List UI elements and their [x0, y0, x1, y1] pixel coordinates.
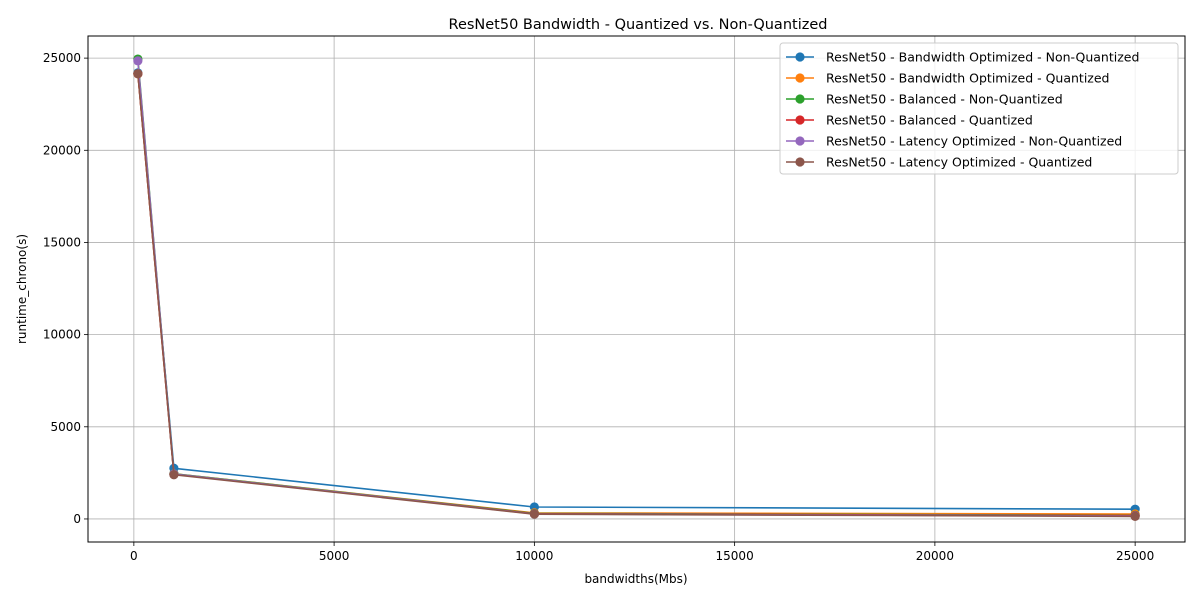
series-line — [137, 73, 1136, 518]
y-axis: 0 5000 10000 15000 20000 25000 — [43, 51, 88, 526]
y-tick-label: 15000 — [43, 235, 81, 249]
legend-item: ResNet50 - Bandwidth Optimized - Non-Qua… — [786, 50, 1139, 65]
series-6 — [133, 69, 1140, 521]
legend-item: ResNet50 - Latency Optimized - Quantized — [786, 155, 1092, 170]
x-tick-label: 25000 — [1116, 549, 1154, 563]
data-point — [133, 56, 143, 66]
legend-swatch-marker — [795, 94, 805, 104]
legend-label: ResNet50 - Balanced - Quantized — [826, 113, 1033, 128]
x-tick-label: 10000 — [515, 549, 553, 563]
x-axis-label: bandwidths(Mbs) — [584, 572, 687, 586]
y-tick-label: 25000 — [43, 51, 81, 65]
y-tick-label: 20000 — [43, 143, 81, 157]
plot-frame — [87, 35, 1186, 543]
legend-swatch-marker — [795, 157, 805, 167]
legend-box — [779, 42, 1179, 175]
legend-item: ResNet50 - Bandwidth Optimized - Quantiz… — [786, 71, 1110, 86]
legend-label: ResNet50 - Balanced - Non-Quantized — [826, 92, 1063, 107]
x-tick-label: 5000 — [319, 549, 350, 563]
legend-item: ResNet50 - Balanced - Non-Quantized — [786, 92, 1063, 107]
data-point — [169, 470, 179, 480]
chart-title: ResNet50 Bandwidth - Quantized vs. Non-Q… — [449, 17, 828, 33]
legend: ResNet50 - Bandwidth Optimized - Non-Qua… — [779, 42, 1179, 175]
series-layer — [133, 54, 1140, 521]
legend-swatch-marker — [795, 115, 805, 125]
legend-label: ResNet50 - Latency Optimized - Quantized — [826, 155, 1092, 170]
x-axis: 0 5000 10000 15000 20000 25000 — [130, 542, 1154, 563]
data-point — [1130, 511, 1140, 521]
legend-item: ResNet50 - Balanced - Quantized — [786, 113, 1033, 128]
x-tick-label: 15000 — [716, 549, 754, 563]
y-tick-label: 10000 — [43, 328, 81, 342]
data-point — [529, 509, 539, 519]
legend-swatch-marker — [795, 136, 805, 146]
x-tick-label: 0 — [130, 549, 138, 563]
data-point — [133, 69, 143, 79]
legend-label: ResNet50 - Bandwidth Optimized - Quantiz… — [826, 71, 1110, 86]
legend-label: ResNet50 - Latency Optimized - Non-Quant… — [826, 134, 1122, 149]
y-tick-label: 5000 — [50, 420, 81, 434]
legend-label: ResNet50 - Bandwidth Optimized - Non-Qua… — [826, 50, 1139, 65]
x-tick-label: 20000 — [916, 549, 954, 563]
y-axis-label: runtime_chrono(s) — [15, 234, 29, 344]
legend-item: ResNet50 - Latency Optimized - Non-Quant… — [786, 134, 1122, 149]
legend-swatch-marker — [795, 73, 805, 83]
legend-swatch-marker — [795, 52, 805, 62]
y-tick-label: 0 — [73, 512, 81, 526]
